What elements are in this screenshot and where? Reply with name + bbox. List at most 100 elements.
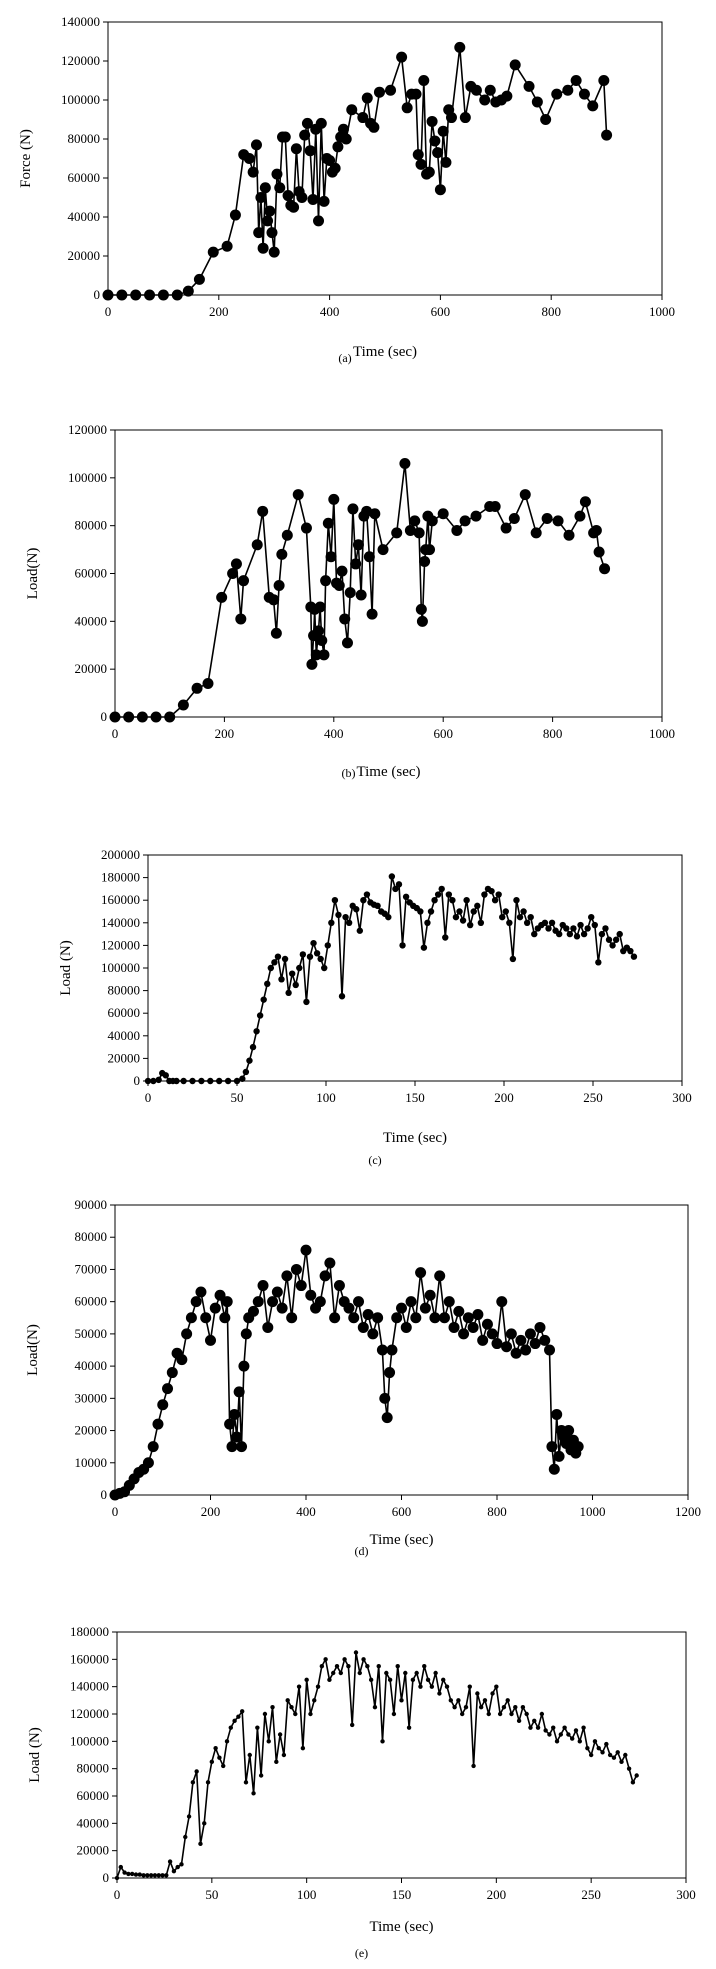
data-point	[253, 227, 265, 239]
data-point	[592, 1739, 598, 1744]
data-point	[296, 964, 303, 972]
data-point	[324, 942, 331, 949]
data-point	[516, 913, 524, 921]
data-point	[160, 1873, 165, 1878]
data-point	[270, 627, 282, 639]
data-point	[292, 981, 299, 989]
data-point	[395, 1663, 400, 1669]
data-point	[274, 1759, 279, 1765]
y-tick-label: 100000	[101, 960, 140, 975]
y-tick-label: 60000	[68, 170, 101, 185]
data-point	[481, 1318, 493, 1330]
data-point	[423, 166, 435, 178]
data-point	[588, 1752, 594, 1758]
data-point	[190, 1780, 196, 1785]
data-point	[410, 88, 422, 100]
data-point	[509, 1711, 514, 1717]
data-point	[551, 88, 563, 100]
data-point	[602, 925, 609, 932]
data-point	[116, 289, 128, 301]
data-point	[386, 1344, 398, 1356]
data-point	[194, 1769, 199, 1774]
data-point	[434, 891, 442, 898]
data-point	[327, 1677, 332, 1683]
data-point	[348, 1312, 360, 1324]
y-tick-label: 60000	[108, 1005, 141, 1020]
x-tick-label: 250	[581, 1887, 601, 1902]
data-point	[459, 112, 471, 124]
data-point	[299, 951, 307, 958]
data-point	[540, 114, 552, 125]
data-point	[141, 1873, 146, 1878]
data-point	[339, 613, 351, 625]
data-point	[274, 182, 286, 194]
data-point	[466, 921, 474, 929]
data-point	[226, 1441, 238, 1453]
data-point	[529, 1338, 541, 1350]
data-point	[152, 1873, 158, 1878]
data-point	[516, 1718, 522, 1724]
data-point	[332, 141, 344, 153]
data-point	[391, 527, 403, 539]
data-point	[249, 1043, 257, 1051]
y-tick-label: 40000	[75, 1358, 108, 1373]
data-point	[566, 1732, 571, 1737]
data-point	[373, 86, 385, 98]
data-point	[176, 1354, 188, 1366]
data-point	[570, 925, 577, 932]
data-point	[438, 1312, 450, 1324]
data-point	[315, 1684, 321, 1689]
data-point	[357, 1670, 362, 1676]
data-point	[494, 1684, 499, 1689]
data-point	[429, 1684, 435, 1689]
data-point	[325, 551, 337, 563]
data-point	[118, 1864, 123, 1870]
y-tick-label: 120000	[70, 1706, 109, 1721]
x-tick-label: 800	[541, 304, 561, 319]
data-point	[545, 925, 552, 932]
data-point	[227, 568, 239, 579]
y-tick-label: 100000	[70, 1733, 109, 1748]
data-point	[396, 1302, 407, 1314]
data-point	[505, 1698, 510, 1703]
data-point	[376, 1344, 388, 1356]
y-tick-label: 160000	[101, 892, 140, 907]
data-point	[191, 682, 203, 694]
data-point	[500, 522, 512, 534]
data-point	[357, 112, 369, 124]
data-point	[142, 1457, 154, 1469]
data-point	[312, 625, 324, 637]
x-tick-label: 200	[494, 1090, 514, 1105]
x-tick-label: 0	[114, 1887, 121, 1902]
data-point	[459, 917, 467, 924]
data-point	[399, 457, 411, 469]
data-point	[551, 1408, 563, 1420]
data-point	[179, 1862, 184, 1867]
x-axis-label: Time (sec)	[369, 1919, 433, 1935]
data-point	[221, 1763, 226, 1769]
data-point	[384, 1670, 389, 1676]
y-tick-label: 180000	[101, 870, 140, 885]
data-point	[475, 1691, 480, 1696]
data-point	[563, 925, 570, 932]
data-point	[578, 88, 590, 100]
data-point	[321, 964, 328, 972]
data-point	[268, 594, 280, 606]
data-point	[599, 563, 611, 575]
data-point	[391, 1711, 397, 1717]
data-point	[243, 1780, 249, 1785]
data-point	[322, 517, 334, 529]
data-point	[257, 505, 269, 517]
data-point	[290, 1263, 302, 1275]
data-point	[247, 1305, 259, 1317]
data-point	[152, 1418, 164, 1430]
y-tick-label: 60000	[75, 1294, 108, 1309]
data-point	[299, 129, 311, 141]
data-point	[319, 1270, 331, 1282]
data-point	[495, 891, 502, 898]
y-tick-label: 140000	[101, 915, 140, 930]
data-point	[198, 1841, 203, 1847]
data-point	[619, 1759, 624, 1765]
data-point	[403, 1670, 408, 1676]
data-point	[314, 601, 326, 613]
